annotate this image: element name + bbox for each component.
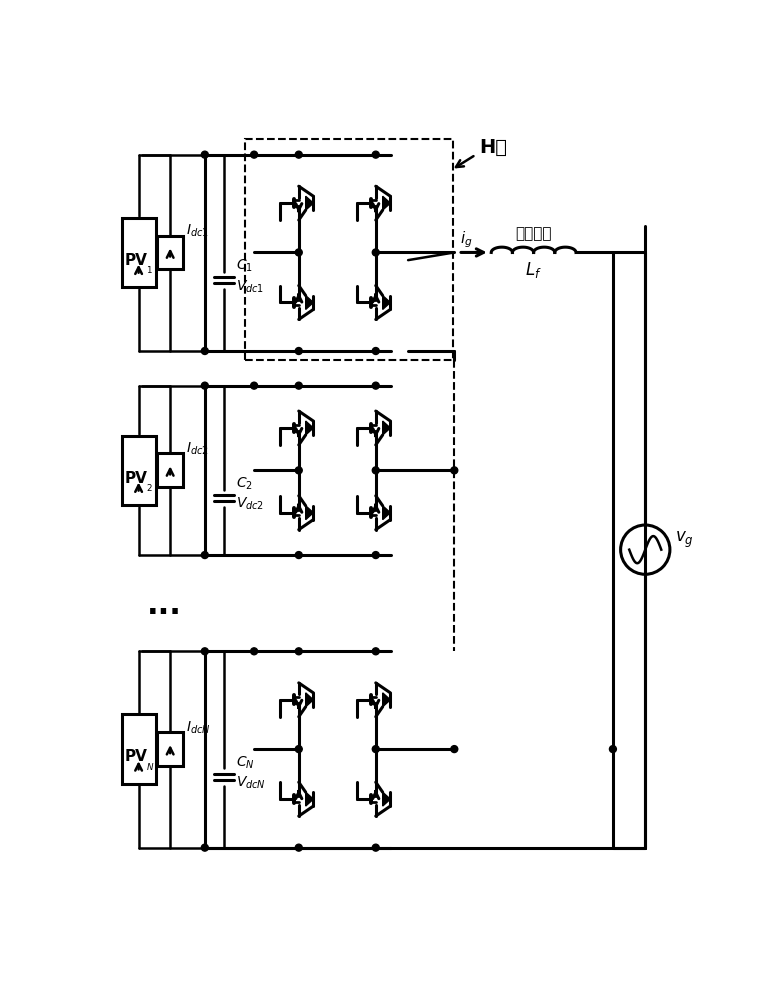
Text: $_2$: $_2$ xyxy=(145,481,152,494)
Circle shape xyxy=(250,382,257,389)
Polygon shape xyxy=(383,296,390,309)
Text: $I_{dc1}$: $I_{dc1}$ xyxy=(186,223,209,239)
Circle shape xyxy=(295,348,302,354)
Text: $i_g$: $i_g$ xyxy=(461,229,473,250)
Circle shape xyxy=(373,382,380,389)
Text: $V_{dcN}$: $V_{dcN}$ xyxy=(236,775,266,791)
Text: $_1$: $_1$ xyxy=(145,263,152,276)
Polygon shape xyxy=(383,506,390,520)
Bar xyxy=(121,714,155,784)
Circle shape xyxy=(201,382,208,389)
Circle shape xyxy=(451,746,458,753)
Text: PV: PV xyxy=(125,253,148,268)
Polygon shape xyxy=(305,792,313,806)
Circle shape xyxy=(295,552,302,559)
Text: $_N$: $_N$ xyxy=(145,760,154,773)
Bar xyxy=(157,453,183,487)
Text: $L_f$: $L_f$ xyxy=(525,260,542,280)
Circle shape xyxy=(201,552,208,559)
Circle shape xyxy=(295,648,302,655)
Polygon shape xyxy=(305,421,313,435)
Circle shape xyxy=(250,648,257,655)
Circle shape xyxy=(373,151,380,158)
Polygon shape xyxy=(383,693,390,707)
Text: $C_2$: $C_2$ xyxy=(236,476,253,492)
Polygon shape xyxy=(305,196,313,210)
Circle shape xyxy=(201,648,208,655)
Circle shape xyxy=(295,249,302,256)
Text: $I_{dc2}$: $I_{dc2}$ xyxy=(186,441,209,457)
Bar xyxy=(157,732,183,766)
Circle shape xyxy=(295,151,302,158)
Circle shape xyxy=(373,844,380,851)
Polygon shape xyxy=(305,296,313,309)
Polygon shape xyxy=(305,506,313,520)
Bar xyxy=(157,235,183,269)
Text: PV: PV xyxy=(125,471,148,486)
Circle shape xyxy=(201,151,208,158)
Text: ...: ... xyxy=(147,591,182,620)
Circle shape xyxy=(373,552,380,559)
Circle shape xyxy=(201,844,208,851)
Text: 滤波电感: 滤波电感 xyxy=(516,226,552,241)
Circle shape xyxy=(609,746,616,753)
Polygon shape xyxy=(383,792,390,806)
Polygon shape xyxy=(305,693,313,707)
Circle shape xyxy=(373,746,380,753)
Bar xyxy=(245,139,453,360)
Text: PV: PV xyxy=(125,749,148,764)
Text: $V_{dc1}$: $V_{dc1}$ xyxy=(236,278,264,295)
Circle shape xyxy=(373,467,380,474)
Text: $C_1$: $C_1$ xyxy=(236,258,253,274)
Circle shape xyxy=(295,746,302,753)
Circle shape xyxy=(201,348,208,354)
Bar xyxy=(121,218,155,287)
Text: $C_N$: $C_N$ xyxy=(236,755,254,771)
Circle shape xyxy=(295,382,302,389)
Circle shape xyxy=(373,348,380,354)
Polygon shape xyxy=(383,421,390,435)
Circle shape xyxy=(295,467,302,474)
Text: $v_g$: $v_g$ xyxy=(675,530,693,550)
Circle shape xyxy=(295,844,302,851)
Circle shape xyxy=(250,151,257,158)
Circle shape xyxy=(451,467,458,474)
Text: $V_{dc2}$: $V_{dc2}$ xyxy=(236,496,264,512)
Text: $I_{dcN}$: $I_{dcN}$ xyxy=(186,719,210,736)
Bar xyxy=(121,436,155,505)
Text: H桥: H桥 xyxy=(480,137,508,156)
Circle shape xyxy=(373,249,380,256)
Polygon shape xyxy=(383,196,390,210)
Circle shape xyxy=(373,648,380,655)
